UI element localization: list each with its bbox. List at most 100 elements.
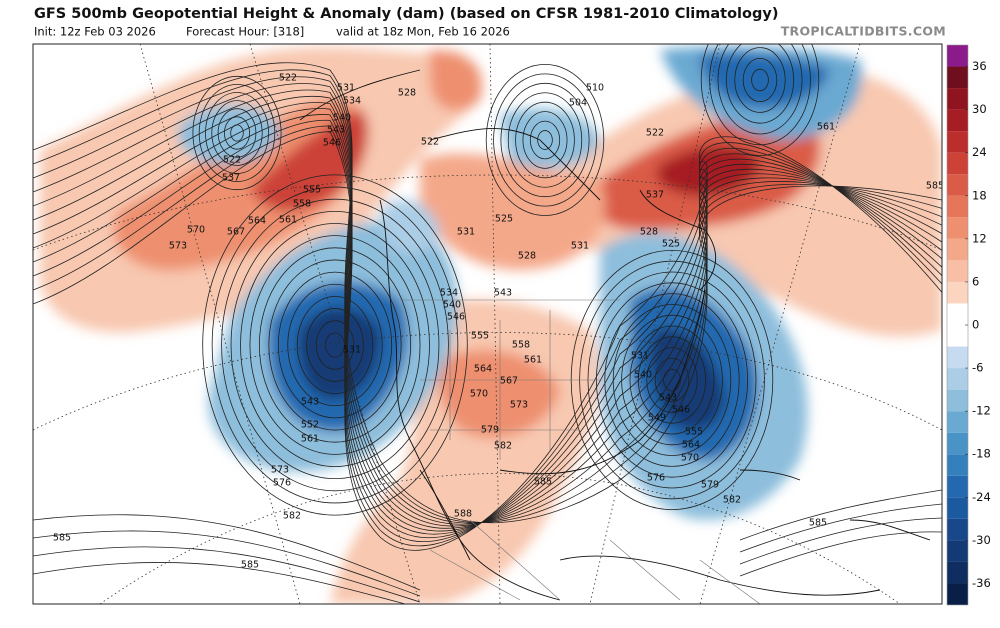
contour xyxy=(700,44,820,156)
contour xyxy=(33,114,942,538)
contour-label: 534 xyxy=(343,96,361,107)
colorbar-bin xyxy=(947,281,968,304)
height-contours xyxy=(33,44,942,604)
contour xyxy=(507,92,583,188)
contour-label: 561 xyxy=(817,122,835,133)
contour xyxy=(734,47,786,113)
colorbar-bin xyxy=(947,109,968,132)
colorbar-bin xyxy=(947,389,968,412)
contour xyxy=(249,235,421,455)
colorbar-tick-label: -12 xyxy=(972,404,991,418)
contour xyxy=(742,58,778,103)
contour-label: 510 xyxy=(586,83,604,94)
contour-label: 558 xyxy=(512,340,530,351)
contour-label: 543 xyxy=(494,288,512,299)
contour-label: 528 xyxy=(518,251,536,262)
contour xyxy=(33,102,942,532)
colorbar-tick-label: 24 xyxy=(972,145,987,159)
contour xyxy=(604,293,740,467)
contour-label: 579 xyxy=(481,425,499,436)
colorbar-bin xyxy=(947,303,968,325)
contour xyxy=(306,308,364,382)
contour xyxy=(529,120,561,160)
contour xyxy=(621,314,723,446)
colorbar: 36 30 24 18 12 6 0 -6 -12 -18 -24 -30 -36 xyxy=(946,44,991,606)
colorbar-bin xyxy=(947,174,968,196)
contour-label: 543 xyxy=(327,125,345,136)
contour-label: 540 xyxy=(333,113,351,124)
contour xyxy=(33,517,942,603)
contour xyxy=(709,44,811,146)
contour xyxy=(287,283,383,407)
contour-label: 531 xyxy=(631,351,649,362)
colorbar-tick-label: 30 xyxy=(972,102,987,116)
contour-label: 585 xyxy=(241,560,259,571)
contour-label: 546 xyxy=(323,138,341,149)
contour xyxy=(192,75,282,191)
colorbar-bin xyxy=(947,66,968,89)
contour-label: 588 xyxy=(454,509,472,520)
contour xyxy=(33,503,942,597)
contour xyxy=(211,100,263,166)
colorbar-bin xyxy=(947,346,968,369)
contour xyxy=(522,111,568,169)
contour xyxy=(211,186,459,504)
contour-label: 573 xyxy=(510,400,528,411)
graticule xyxy=(33,44,942,604)
colorbar-bin xyxy=(947,131,968,153)
contour-label: 582 xyxy=(283,511,301,522)
colorbar-tick-label: -6 xyxy=(972,361,983,375)
colorbar-tick-label: -24 xyxy=(972,490,991,504)
contour xyxy=(277,271,393,419)
contour xyxy=(654,357,690,402)
contour-label: 567 xyxy=(500,376,518,387)
title: GFS 500mb Geopotential Height & Anomaly … xyxy=(34,6,778,22)
contour-label: 549 xyxy=(648,413,666,424)
borders xyxy=(400,299,761,604)
contour xyxy=(515,101,575,179)
contour-label: 579 xyxy=(701,480,719,491)
contour-label: 522 xyxy=(421,137,439,148)
colorbar-tick-label: -30 xyxy=(972,533,991,547)
contour-label: 540 xyxy=(443,300,461,311)
colorbar-bin xyxy=(947,475,968,498)
contour-label: 573 xyxy=(271,465,289,476)
contour xyxy=(33,125,942,547)
contour-label: 576 xyxy=(647,473,665,484)
contour xyxy=(537,130,553,150)
contour-label: 582 xyxy=(723,495,741,506)
contour xyxy=(223,116,250,150)
colorbar-bin xyxy=(947,88,968,110)
contour-label: 585 xyxy=(809,518,827,529)
contour-label: 534 xyxy=(440,288,458,299)
contour-label: 564 xyxy=(682,440,700,451)
contour-label: 561 xyxy=(301,434,319,445)
contour xyxy=(485,64,605,216)
contour-label: 543 xyxy=(659,393,677,404)
contour-label: 537 xyxy=(222,173,240,184)
contour-label: 558 xyxy=(293,199,311,210)
contour xyxy=(493,73,597,207)
contour-label: 582 xyxy=(494,441,512,452)
colorbar-bin xyxy=(947,45,968,67)
contour xyxy=(612,303,732,456)
contour-label: 528 xyxy=(398,88,416,99)
contour xyxy=(717,44,803,135)
init-time: Init: 12z Feb 03 2026 xyxy=(34,25,156,39)
colorbar-bin xyxy=(947,195,968,218)
contour-label: 576 xyxy=(273,478,291,489)
contour xyxy=(202,174,468,516)
colorbar-tick-label: -36 xyxy=(972,576,991,590)
coastlines xyxy=(299,69,931,601)
contour-label: 570 xyxy=(470,389,488,400)
contour-label: 552 xyxy=(301,420,319,431)
contour-label: 543 xyxy=(301,397,319,408)
colorbar-tick-label: 0 xyxy=(972,318,979,332)
colorbar-bin xyxy=(947,325,968,347)
contour-label: 555 xyxy=(685,427,703,438)
contour xyxy=(268,259,402,431)
contour xyxy=(296,295,374,394)
contour-label: 555 xyxy=(471,331,489,342)
contour-label: 522 xyxy=(223,155,241,166)
